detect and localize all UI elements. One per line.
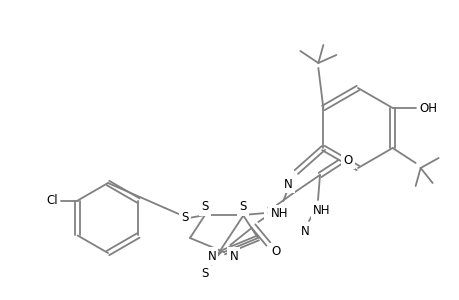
Text: S: S [266, 203, 273, 217]
Text: N: N [300, 226, 309, 238]
Text: N: N [283, 178, 292, 190]
Text: NH: NH [270, 208, 287, 220]
Text: S: S [239, 200, 246, 214]
Text: O: O [271, 245, 280, 259]
Text: O: O [342, 154, 352, 166]
Text: Cl: Cl [46, 194, 57, 207]
Text: OH: OH [419, 101, 437, 115]
Text: NH: NH [313, 203, 330, 217]
Text: S: S [181, 212, 188, 224]
Text: S: S [201, 268, 208, 281]
Text: N: N [229, 250, 238, 262]
Text: N: N [207, 250, 216, 262]
Text: S: S [201, 200, 208, 214]
